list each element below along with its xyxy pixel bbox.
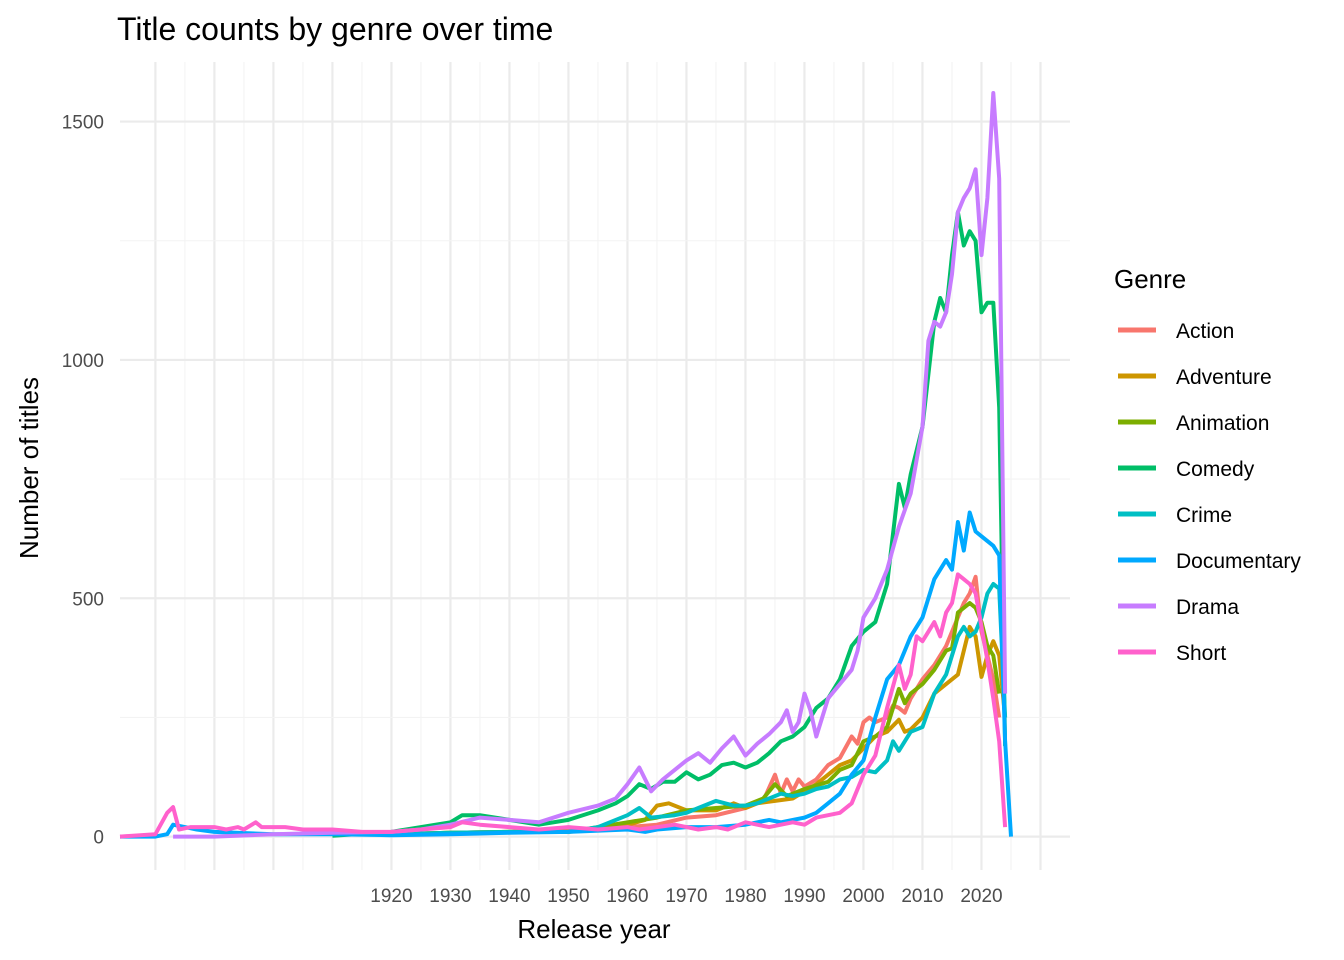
legend-label: Short xyxy=(1176,642,1226,665)
legend-item-adventure: Adventure xyxy=(1118,366,1272,389)
x-tick-label: 1980 xyxy=(724,886,766,907)
y-tick-label: 1000 xyxy=(62,351,104,372)
y-axis-title: Number of titles xyxy=(14,377,44,559)
grid xyxy=(120,62,1070,870)
y-tick-label: 500 xyxy=(72,589,104,610)
legend-label: Animation xyxy=(1176,412,1269,435)
legend-label: Action xyxy=(1176,320,1234,343)
legend-item-drama: Drama xyxy=(1118,596,1239,619)
x-tick-label: 2020 xyxy=(960,886,1002,907)
x-tick-label: 1930 xyxy=(429,886,471,907)
x-tick-label: 1970 xyxy=(665,886,707,907)
chart-title: Title counts by genre over time xyxy=(117,11,553,47)
x-tick-label: 1990 xyxy=(783,886,825,907)
x-tick-label: 1920 xyxy=(370,886,412,907)
legend-item-documentary: Documentary xyxy=(1118,550,1301,573)
y-tick-labels: 0 500 1000 1500 xyxy=(62,113,104,849)
legend-label: Comedy xyxy=(1176,458,1255,481)
legend-title: Genre xyxy=(1114,264,1186,294)
legend-item-animation: Animation xyxy=(1118,412,1269,435)
x-tick-label: 2000 xyxy=(842,886,884,907)
series-line-short xyxy=(119,572,1008,839)
legend-label: Crime xyxy=(1176,504,1232,527)
y-tick-label: 0 xyxy=(93,828,104,849)
series-line-drama xyxy=(173,91,1008,839)
x-axis-title: Release year xyxy=(517,914,671,944)
legend-items: Action Adventure Animation Comedy Crime Docum… xyxy=(1118,320,1301,665)
x-tick-label: 1960 xyxy=(606,886,648,907)
x-tick-label: 1950 xyxy=(547,886,589,907)
legend-label: Drama xyxy=(1176,596,1239,619)
series-line-documentary xyxy=(120,510,1013,839)
series-line-action xyxy=(391,574,1002,837)
x-tick-label: 1940 xyxy=(488,886,530,907)
y-tick-label: 1500 xyxy=(62,113,104,134)
legend-item-crime: Crime xyxy=(1118,504,1232,527)
legend-item-action: Action xyxy=(1118,320,1234,343)
legend-item-comedy: Comedy xyxy=(1118,458,1255,481)
legend-label: Adventure xyxy=(1176,366,1272,389)
legend: Genre Action Adventure Animation Comedy Crim… xyxy=(1114,264,1301,665)
series-layer xyxy=(119,91,1013,839)
x-tick-label: 2010 xyxy=(901,886,943,907)
series-line-crime xyxy=(391,582,1008,837)
legend-label: Documentary xyxy=(1176,550,1301,573)
x-tick-labels: 1920 1930 1940 1950 1960 1970 1980 1990 2000 2010… xyxy=(370,886,1002,907)
legend-item-short: Short xyxy=(1118,642,1226,665)
